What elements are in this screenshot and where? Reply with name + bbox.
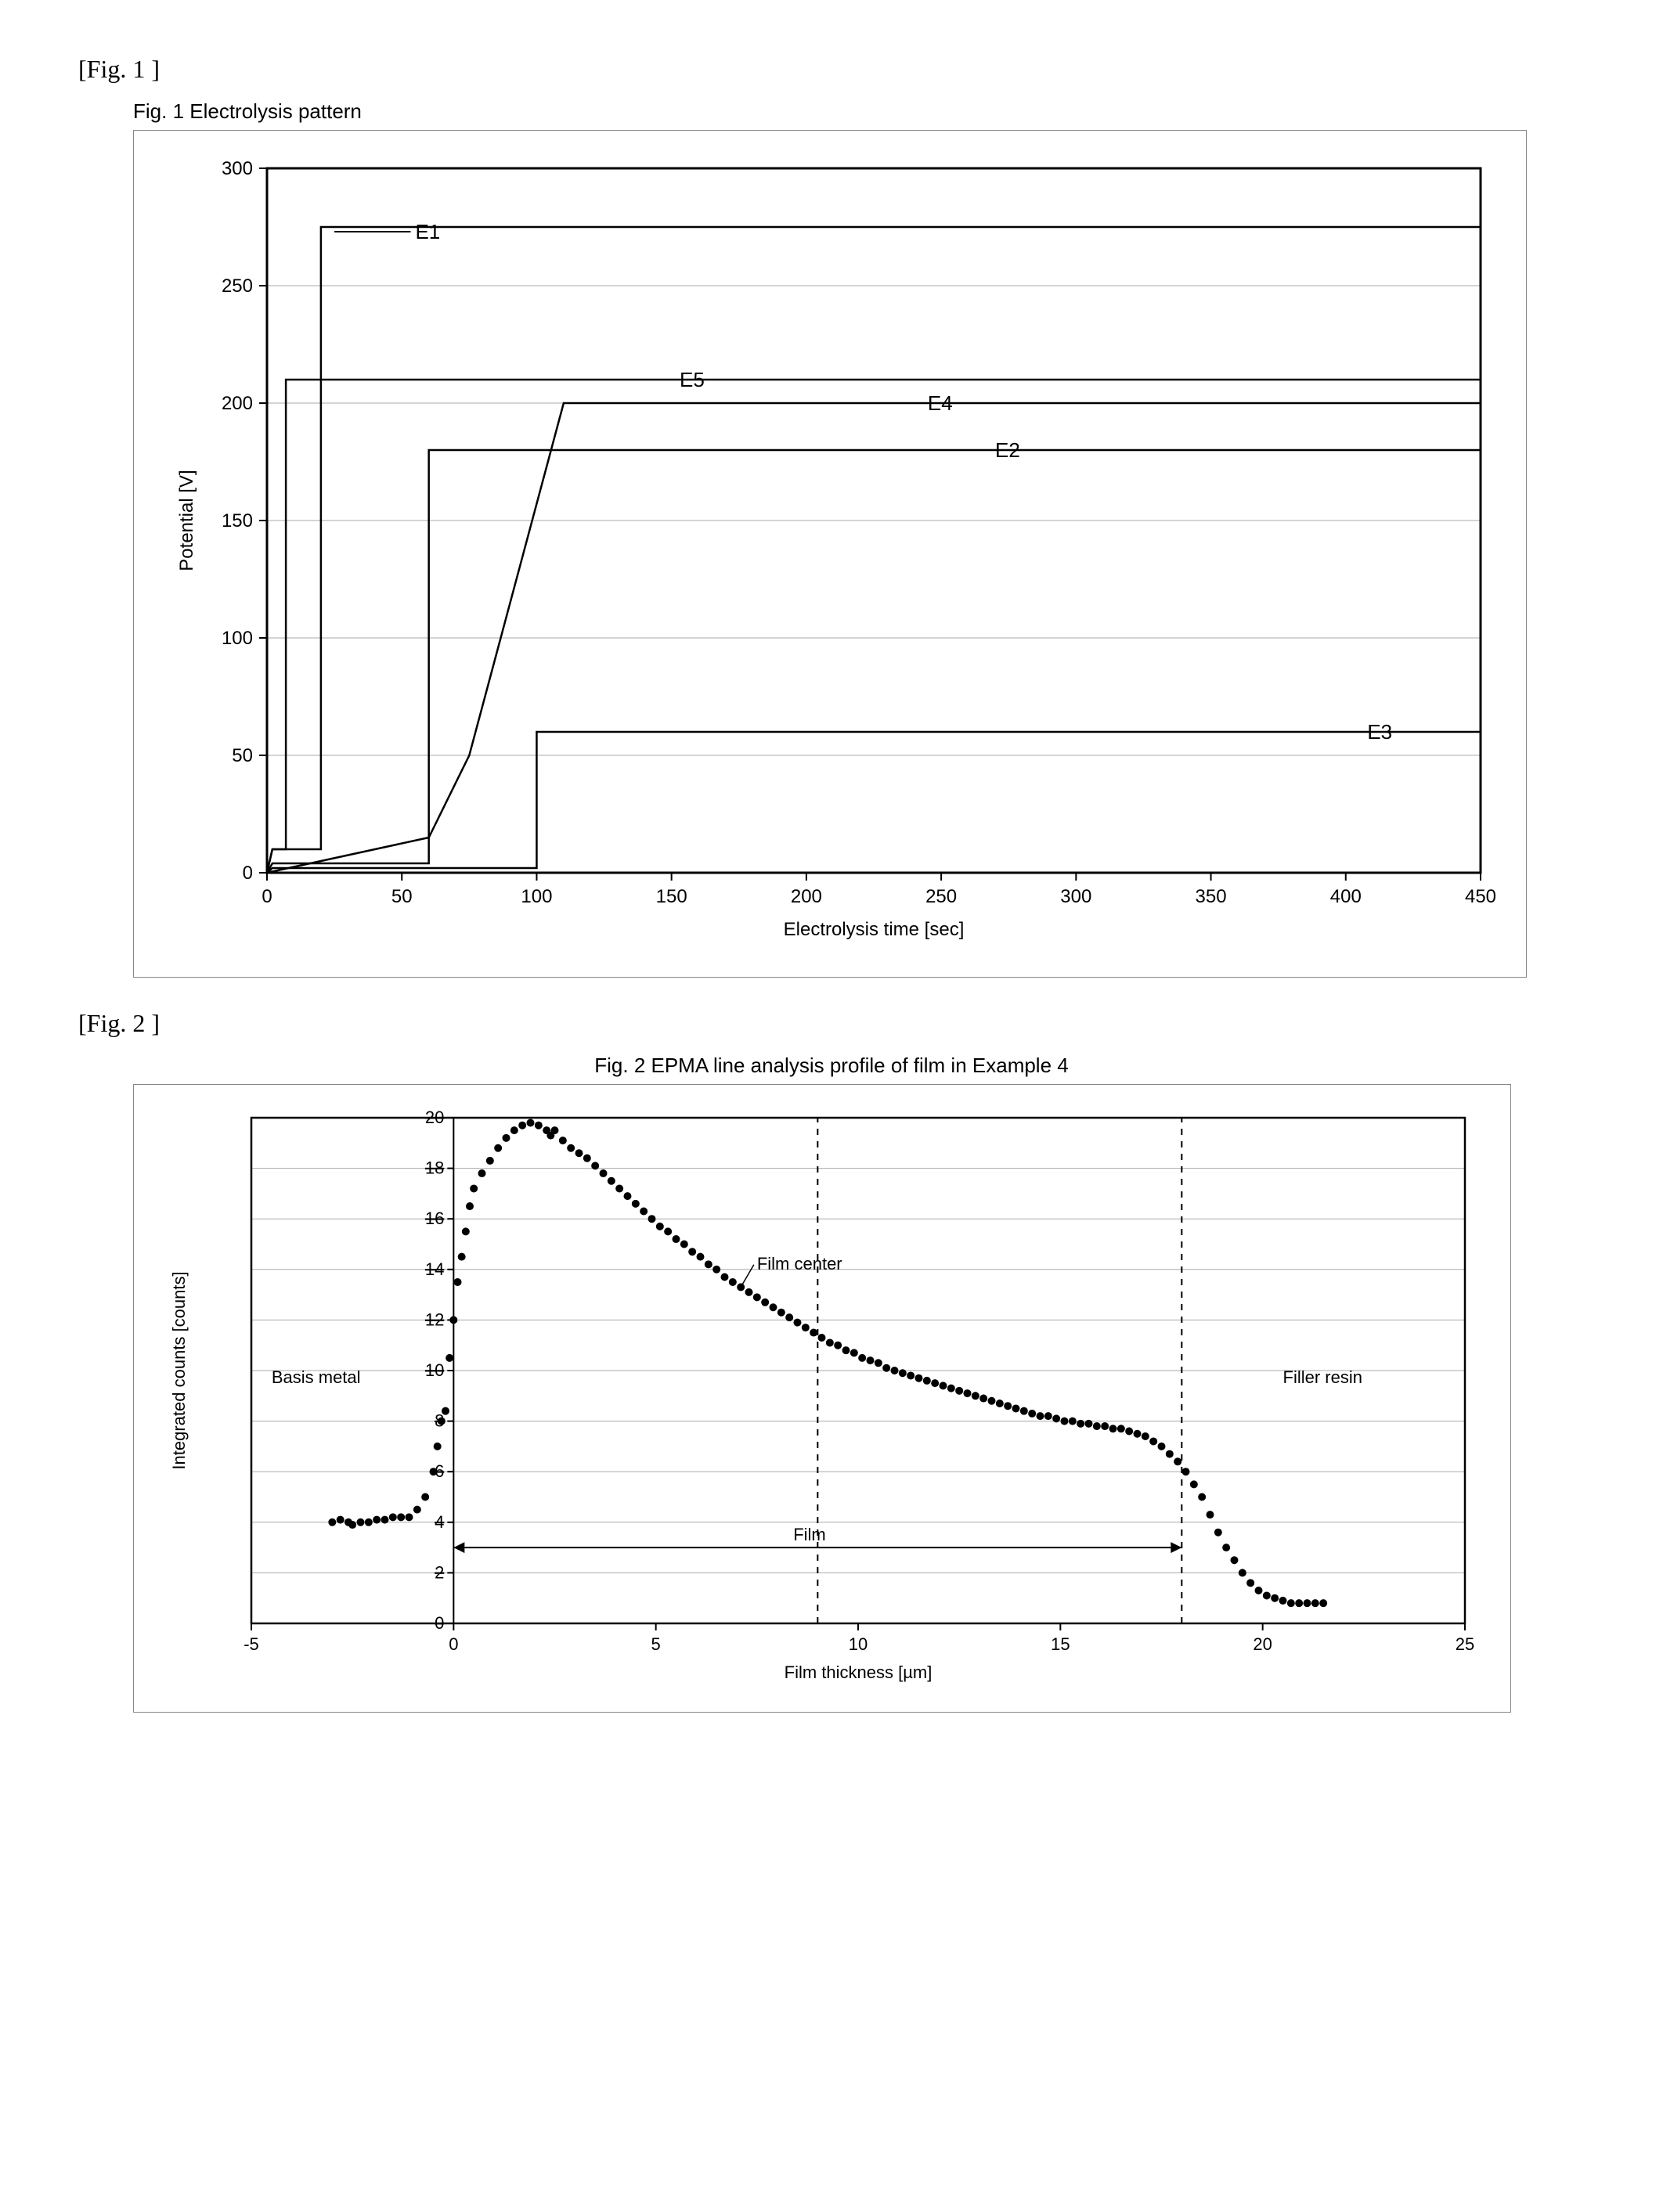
svg-text:16: 16 [425, 1209, 444, 1228]
svg-text:150: 150 [222, 510, 253, 531]
svg-text:E2: E2 [995, 438, 1020, 462]
svg-text:350: 350 [1196, 886, 1227, 907]
svg-text:400: 400 [1330, 886, 1362, 907]
svg-text:25: 25 [1456, 1634, 1474, 1654]
svg-text:5: 5 [651, 1634, 661, 1654]
svg-text:300: 300 [1060, 886, 1091, 907]
svg-text:Integrated counts [counts]: Integrated counts [counts] [169, 1271, 189, 1469]
svg-text:-5: -5 [243, 1634, 259, 1654]
svg-text:Potential [V]: Potential [V] [176, 470, 197, 571]
svg-text:Film center: Film center [757, 1254, 842, 1274]
svg-text:Electrolysis time [sec]: Electrolysis time [sec] [784, 919, 965, 940]
svg-text:100: 100 [222, 628, 253, 649]
figure-1-chart: 0 50 100 150 200 250 300 350 400 450 0 50 100 150 200 2… [150, 145, 1512, 959]
svg-text:E1: E1 [415, 220, 440, 243]
figure-1-label: [Fig. 1 ] [78, 55, 1640, 84]
svg-text:20: 20 [425, 1108, 444, 1127]
figure-1-caption: Fig. 1 Electrolysis pattern [133, 99, 1640, 124]
svg-text:14: 14 [425, 1259, 444, 1279]
svg-text:50: 50 [232, 745, 253, 766]
svg-text:300: 300 [222, 158, 253, 179]
svg-text:100: 100 [521, 886, 552, 907]
svg-text:150: 150 [656, 886, 687, 907]
figure-2-border: -5051015202502468101214161820Film thickn… [133, 1084, 1511, 1713]
svg-text:Filler resin: Filler resin [1283, 1367, 1362, 1387]
svg-text:10: 10 [425, 1360, 444, 1380]
svg-text:250: 250 [925, 886, 957, 907]
svg-text:450: 450 [1465, 886, 1496, 907]
svg-text:4: 4 [435, 1512, 444, 1532]
svg-text:15: 15 [1051, 1634, 1070, 1654]
svg-text:20: 20 [1253, 1634, 1272, 1654]
svg-text:E4: E4 [928, 391, 953, 415]
svg-text:E5: E5 [680, 368, 705, 391]
svg-text:18: 18 [425, 1158, 444, 1178]
svg-text:10: 10 [849, 1634, 868, 1654]
svg-text:250: 250 [222, 276, 253, 297]
figure-1-block: [Fig. 1 ] Fig. 1 Electrolysis pattern 0 5… [23, 55, 1640, 978]
svg-text:0: 0 [449, 1634, 458, 1654]
svg-text:2: 2 [435, 1562, 444, 1582]
svg-text:200: 200 [791, 886, 822, 907]
svg-text:0: 0 [262, 886, 272, 907]
svg-text:0: 0 [435, 1613, 444, 1633]
figure-2-caption: Fig. 2 EPMA line analysis profile of fil… [142, 1054, 1521, 1078]
figure-2-label: [Fig. 2 ] [78, 1009, 1640, 1038]
figure-2-block: [Fig. 2 ] Fig. 2 EPMA line analysis prof… [23, 1009, 1640, 1713]
figure-1-border: 0 50 100 150 200 250 300 350 400 450 0 50 100 150 200 2… [133, 130, 1527, 978]
svg-text:Basis metal: Basis metal [272, 1367, 361, 1387]
svg-text:Film thickness [µm]: Film thickness [µm] [785, 1663, 933, 1682]
svg-text:200: 200 [222, 393, 253, 414]
svg-text:E3: E3 [1367, 720, 1392, 744]
svg-text:Film: Film [793, 1525, 826, 1544]
svg-text:12: 12 [425, 1310, 444, 1329]
svg-text:50: 50 [391, 886, 413, 907]
svg-text:0: 0 [243, 863, 253, 884]
figure-2-chart: -5051015202502468101214161820Film thickn… [150, 1099, 1496, 1694]
